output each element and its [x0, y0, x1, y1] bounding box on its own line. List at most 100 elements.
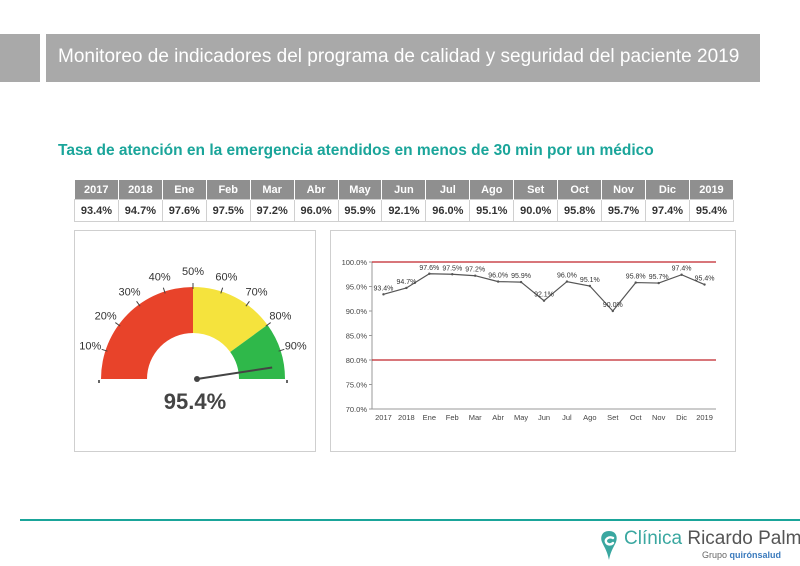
data-label: 97.4%	[672, 266, 692, 273]
table-cell: 95.8%	[557, 199, 603, 222]
gauge-tick-label: 50%	[182, 266, 204, 278]
gauge-chart: 10% 20%30% 40% 50% 60% 70%80% 90%	[79, 266, 307, 383]
column-header: Set	[513, 180, 559, 200]
data-label: 96.0%	[488, 273, 508, 280]
table-cell: 96.0%	[425, 199, 471, 222]
gauge-panel: 10% 20% 30% 40% 50% 60% 70% 80% 90% 95.4%	[74, 230, 316, 452]
column-header: Ene	[162, 180, 207, 200]
data-label: 95.8%	[626, 274, 646, 281]
data-label: 97.5%	[442, 265, 462, 272]
column-header: Jun	[381, 180, 427, 200]
table-cell: 95.4%	[688, 199, 735, 222]
table-cell: 95.9%	[337, 199, 383, 222]
data-label: 94.7%	[396, 279, 416, 286]
data-point	[451, 273, 454, 276]
gauge-tick-mark	[101, 348, 108, 352]
table-cell: 94.7%	[117, 199, 163, 222]
gauge-tick-label: 60%	[215, 271, 237, 283]
gauge-tick-mark	[136, 301, 141, 307]
x-tick-label: 2018	[398, 413, 415, 422]
table-cell: 97.4%	[644, 199, 690, 222]
column-header: Jul	[425, 180, 471, 200]
table-cell: 96.0%	[293, 199, 339, 222]
data-point	[703, 283, 706, 286]
table-cell: 97.5%	[205, 199, 251, 222]
gauge-tick-label: 70%	[245, 287, 267, 299]
line-chart: 70.0% 75.0% 80.0% 85.0% 90.0% 95.0% 100.0% 2017…	[342, 258, 716, 422]
y-tick-label: 85.0%	[346, 332, 368, 341]
gauge-band-1	[193, 287, 268, 352]
table-cell: 95.7%	[601, 199, 646, 222]
indicator-table: 2017 2018 Ene Feb Mar Abr May Jun Jul Ago Set Oct No…	[74, 180, 735, 222]
footer-divider	[20, 519, 800, 521]
table-cell: 93.4%	[74, 199, 119, 222]
data-label: 95.9%	[511, 273, 531, 280]
table-cell: 92.1%	[381, 199, 427, 222]
gauge-tick-mark	[220, 287, 224, 294]
gauge-tick-mark	[265, 322, 271, 327]
gauge-tick-label: 80%	[269, 311, 291, 323]
x-tick-label: Jul	[562, 413, 572, 422]
x-tick-label: Jun	[538, 413, 550, 422]
table-cell: 97.2%	[249, 199, 295, 222]
data-label: 97.6%	[419, 265, 439, 272]
x-tick-label: Feb	[446, 413, 459, 422]
line-panel: 70.0% 75.0% 80.0% 85.0% 90.0% 95.0% 100.0% 2017…	[330, 230, 736, 452]
data-point	[542, 299, 546, 302]
column-header: Dic	[645, 180, 690, 200]
gauge-needle-hub	[194, 376, 200, 382]
data-label: 93.4%	[374, 285, 394, 292]
column-header: Oct	[557, 180, 603, 200]
x-tick-label: Ago	[583, 413, 596, 422]
y-tick-label: 75.0%	[346, 381, 368, 390]
gauge-value: 95.4%	[163, 389, 227, 414]
gauge-tick-label: 20%	[95, 311, 117, 323]
data-point	[496, 280, 500, 283]
y-tick-label: 80.0%	[346, 356, 368, 365]
data-point	[405, 286, 408, 290]
logo-group: Grupo quirónsalud	[702, 550, 781, 560]
gauge-tick-mark	[278, 348, 285, 352]
x-tick-label: Ene	[423, 413, 436, 422]
gauge-tick-label: 10%	[79, 341, 101, 353]
data-label: 92.1%	[534, 292, 554, 299]
data-label: 95.1%	[580, 277, 600, 284]
logo-word-name: Ricardo Palma	[687, 528, 800, 549]
x-tick-label: 2019	[696, 413, 713, 422]
data-point	[474, 274, 477, 277]
data-point	[519, 280, 523, 284]
gauge-tick-label: 30%	[119, 287, 141, 299]
table-cell: 95.1%	[469, 199, 515, 222]
data-point	[680, 273, 683, 276]
data-point	[611, 309, 614, 313]
column-header: Mar	[250, 180, 295, 200]
x-tick-label: Set	[607, 413, 619, 422]
x-tick-label: Dic	[676, 413, 687, 422]
gauge-needle	[196, 366, 273, 380]
data-point	[565, 280, 569, 283]
y-tick-label: 90.0%	[346, 307, 368, 316]
clinic-logo: Clínica Ricardo Palma Grupo quirónsalud	[598, 528, 800, 562]
data-point	[657, 281, 660, 285]
data-label: 95.4%	[695, 276, 715, 283]
column-header: Feb	[206, 180, 251, 200]
data-label: 96.0%	[557, 273, 577, 280]
table-cell: 90.0%	[513, 199, 559, 222]
logo-group-brand: quirónsalud	[729, 550, 782, 560]
logo-word-clinica: Clínica	[624, 528, 683, 549]
data-point	[382, 293, 385, 296]
x-tick-label: 2017	[375, 413, 392, 422]
data-label: 95.7%	[649, 274, 669, 281]
logo-mark-icon	[601, 531, 617, 560]
x-tick-label: May	[514, 413, 528, 422]
header-accent	[0, 34, 40, 82]
x-tick-label: Abr	[492, 413, 504, 422]
page-title: Monitoreo de indicadores del programa de…	[58, 46, 740, 67]
data-point	[634, 281, 637, 284]
x-tick-label: Oct	[630, 413, 643, 422]
table-cell: 97.6%	[161, 199, 207, 222]
column-header: May	[338, 180, 383, 200]
data-label: 90.0%	[603, 302, 623, 309]
column-header: 2018	[118, 180, 163, 200]
gauge-tick-label: 40%	[149, 271, 171, 283]
